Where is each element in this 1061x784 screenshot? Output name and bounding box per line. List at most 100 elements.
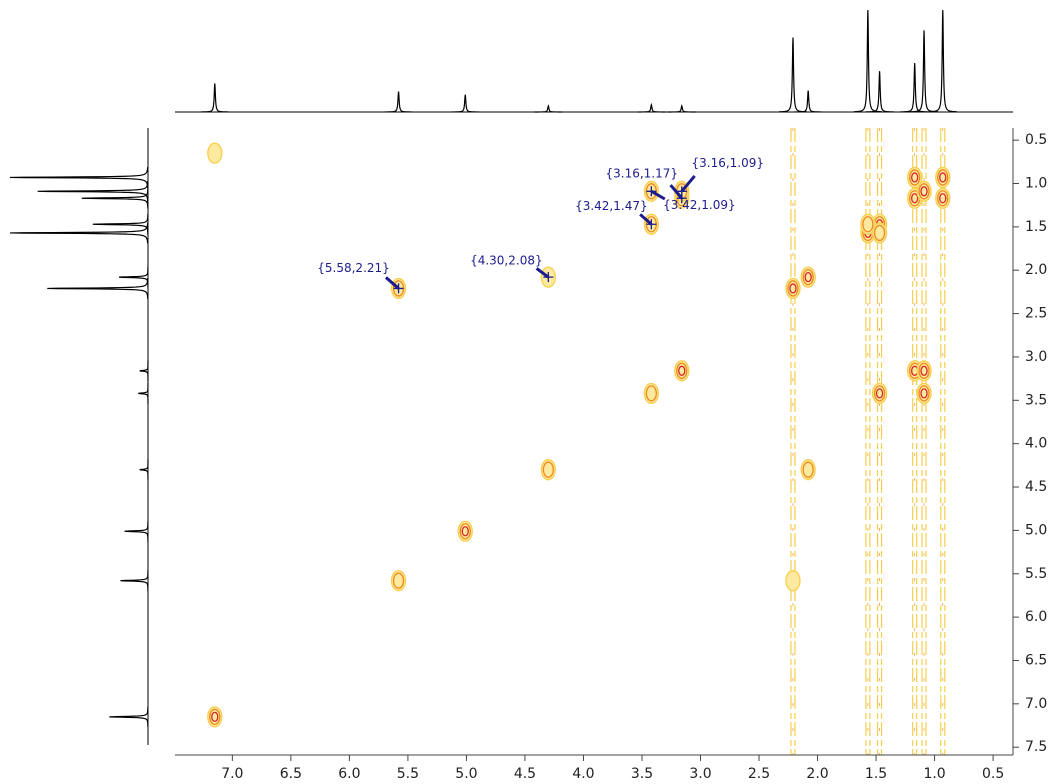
top-projection-peak	[853, 9, 882, 113]
x-tick-label: 7.0	[221, 766, 243, 782]
left-projection-peak	[81, 187, 149, 209]
left-projection-peak	[109, 706, 149, 728]
annotation-label: {3.42,1.09}	[663, 198, 736, 212]
contour-peak	[459, 523, 471, 540]
x-tick-label: 1.0	[923, 766, 945, 782]
left-projection-peak	[9, 222, 149, 244]
annotation-label: {3.42,1.47}	[575, 199, 648, 213]
contour-peak	[918, 362, 930, 379]
annotation-label: {3.16,1.17}	[606, 167, 679, 181]
top-projection-peak	[451, 94, 480, 113]
contour-peak	[911, 193, 919, 204]
annotation-marker	[676, 186, 687, 197]
contour-peak	[862, 216, 874, 233]
left-projection-peak	[138, 382, 149, 404]
y-tick-label: 2.5	[1025, 306, 1047, 322]
left-projection-peak	[139, 360, 149, 382]
contour-peak	[211, 711, 219, 722]
top-projection-peak	[637, 102, 666, 113]
annotation-leader	[680, 174, 696, 193]
y-tick-label: 4.0	[1025, 436, 1047, 452]
y-tick-label: 3.5	[1025, 392, 1047, 408]
left-projection-peak	[139, 459, 149, 481]
y-tick-label: 0.5	[1025, 132, 1047, 148]
annotation-label: {4.30,2.08}	[470, 254, 543, 268]
x-tick-label: 0.5	[982, 766, 1004, 782]
contour-peak	[461, 526, 469, 537]
y-tick-label: 1.0	[1025, 176, 1047, 192]
y-tick-label: 7.0	[1025, 696, 1047, 712]
top-projection-peak	[928, 9, 957, 113]
contour-peak	[209, 708, 221, 725]
y-tick-label: 5.5	[1025, 566, 1047, 582]
contour-peak	[918, 183, 930, 200]
contour-peak	[937, 169, 949, 186]
left-projection-peak	[118, 266, 149, 288]
left-projection-peak	[47, 277, 149, 299]
left-projection-peak	[120, 570, 149, 592]
contour-peak	[873, 385, 886, 402]
contour-peak	[939, 193, 947, 204]
annotation-marker	[646, 186, 657, 197]
x-tick-label: 4.0	[572, 766, 594, 782]
y-tick-label: 4.5	[1025, 479, 1047, 495]
contour-peak	[909, 169, 921, 186]
annotation-leader	[535, 267, 550, 279]
contour-peak	[802, 461, 814, 478]
top-projection-peak	[900, 63, 929, 113]
y-tick-label: 6.5	[1025, 652, 1047, 668]
x-tick-label: 1.5	[865, 766, 887, 782]
x-tick-label: 3.0	[689, 766, 711, 782]
annotation-leader	[639, 213, 653, 226]
contour-peak	[787, 280, 799, 297]
annotation-leader	[669, 184, 683, 200]
x-tick-label: 5.0	[455, 766, 477, 782]
contour-peak	[207, 142, 223, 164]
contour-peak	[804, 272, 812, 283]
annotation-leader	[650, 190, 666, 201]
x-tick-label: 3.5	[631, 766, 653, 782]
y-tick-label: 7.5	[1025, 739, 1047, 755]
y-tick-label: 3.0	[1025, 349, 1047, 365]
x-tick-label: 2.0	[806, 766, 828, 782]
contour-peak	[875, 388, 884, 399]
top-projection-peak	[200, 83, 229, 113]
top-projection-peak	[778, 37, 808, 113]
left-projection-peak	[92, 213, 149, 235]
x-tick-label: 2.5	[748, 766, 770, 782]
contour-peak	[802, 269, 814, 286]
y-tick-label: 2.0	[1025, 262, 1047, 278]
y-tick-label: 1.5	[1025, 219, 1047, 235]
contour-peak	[392, 572, 405, 589]
contour-peak	[920, 388, 928, 399]
contour-peak	[918, 385, 930, 402]
left-projection-peak	[9, 166, 149, 188]
contour-peak	[645, 385, 657, 402]
top-projection-peak	[534, 104, 563, 113]
annotation-marker	[543, 272, 554, 283]
annotation-leader	[384, 276, 400, 290]
contour-peak	[873, 224, 886, 242]
x-tick-label: 4.5	[514, 766, 536, 782]
x-tick-label: 6.5	[280, 766, 302, 782]
contour-peak	[789, 283, 797, 294]
top-projection-peak	[865, 71, 894, 113]
top-projection-peak	[667, 104, 696, 113]
contour-peak	[678, 365, 686, 376]
contour-peak	[911, 172, 919, 183]
contour-peak	[937, 190, 949, 207]
contour-peak	[676, 362, 688, 379]
annotation-marker	[646, 219, 657, 230]
contour-peak	[542, 461, 555, 478]
contour-peak	[939, 172, 947, 183]
top-projection-peak	[794, 90, 823, 113]
y-tick-label: 6.0	[1025, 609, 1047, 625]
contour-peak	[920, 365, 928, 376]
y-tick-label: 5.0	[1025, 522, 1047, 538]
left-projection-peak	[124, 520, 149, 542]
x-tick-label: 6.0	[338, 766, 360, 782]
contour-peak	[785, 570, 801, 592]
contour-peak	[920, 186, 928, 197]
annotation-label: {5.58,2.21}	[317, 261, 390, 275]
